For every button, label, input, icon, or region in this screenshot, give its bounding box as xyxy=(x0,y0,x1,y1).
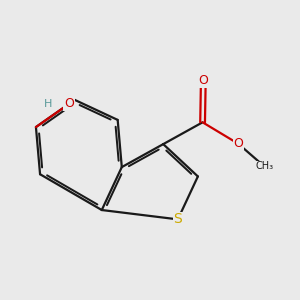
Text: H: H xyxy=(44,99,52,109)
Text: O: O xyxy=(233,137,243,150)
Text: CH₃: CH₃ xyxy=(255,161,273,171)
Text: O: O xyxy=(64,98,74,110)
Text: S: S xyxy=(173,212,182,226)
Text: O: O xyxy=(198,74,208,87)
